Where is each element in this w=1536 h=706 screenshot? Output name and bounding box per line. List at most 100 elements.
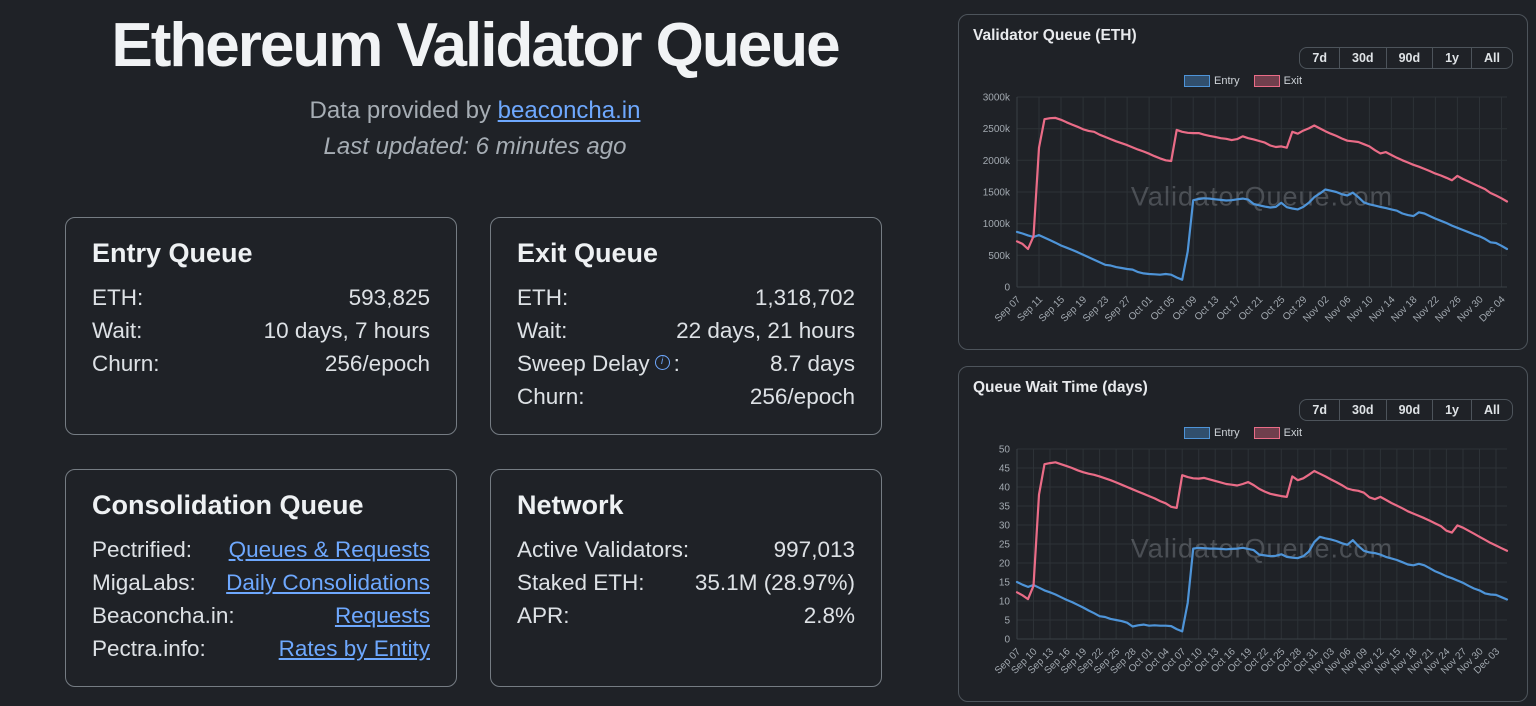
time-range-button-group: 7d 30d 90d 1y All: [1299, 399, 1513, 421]
stat-cards: Entry Queue ETH: 593,825 Wait: 10 days, …: [65, 217, 882, 687]
range-button-90d[interactable]: 90d: [1385, 48, 1433, 68]
link-row: MigaLabs: Daily Consolidations: [92, 566, 430, 599]
stat-label: ETH:: [517, 285, 569, 310]
range-button-30d[interactable]: 30d: [1339, 48, 1386, 68]
data-provider-line: Data provided by beaconcha.in: [0, 97, 950, 125]
range-button-all[interactable]: All: [1471, 400, 1512, 420]
legend-exit[interactable]: Exit: [1253, 427, 1303, 439]
svg-text:2000k: 2000k: [983, 156, 1011, 167]
chart-title: Queue Wait Time (days): [973, 379, 1148, 396]
stat-value: 35.1M (28.97%): [694, 570, 855, 595]
info-icon[interactable]: i: [654, 355, 670, 370]
svg-text:3000k: 3000k: [983, 93, 1011, 104]
stat-label: Sweep Delay i:: [517, 347, 680, 380]
card-title: Network: [517, 490, 624, 520]
stat-value: 22 days, 21 hours: [676, 318, 855, 343]
stat-label: ETH:: [92, 285, 144, 310]
svg-text:500k: 500k: [988, 251, 1011, 262]
range-button-7d[interactable]: 7d: [1300, 48, 1339, 68]
stat-row: ETH: 593,825: [92, 281, 430, 314]
time-range-selector: 7d 30d 90d 1y All: [973, 399, 1513, 421]
daily-consolidations-link[interactable]: Daily Consolidations: [226, 570, 430, 595]
svg-text:25: 25: [999, 540, 1011, 551]
svg-text:2500k: 2500k: [983, 124, 1011, 135]
stat-row: Churn: 256/epoch: [92, 347, 430, 380]
card-title: Entry Queue: [92, 238, 253, 268]
svg-text:5: 5: [1004, 616, 1010, 627]
queues-requests-link[interactable]: Queues & Requests: [228, 537, 430, 562]
entry-queue-card: Entry Queue ETH: 593,825 Wait: 10 days, …: [65, 217, 457, 435]
exit-swatch-icon: [1253, 75, 1280, 87]
svg-text:35: 35: [999, 502, 1011, 513]
svg-text:40: 40: [999, 483, 1011, 494]
exit-swatch-icon: [1253, 427, 1280, 439]
validator-queue-panel: Validator Queue (ETH) 7d 30d 90d 1y All …: [958, 14, 1528, 350]
link-row: Beaconcha.in: Requests: [92, 599, 430, 632]
stat-label: Wait:: [92, 318, 143, 343]
stat-value: 8.7 days: [769, 351, 855, 376]
stat-value: 593,825: [348, 285, 430, 310]
svg-text:ValidatorQueue.com: ValidatorQueue.com: [1131, 533, 1393, 563]
range-button-30d[interactable]: 30d: [1339, 400, 1386, 420]
wait-time-panel: Queue Wait Time (days) 7d 30d 90d 1y All…: [958, 366, 1528, 702]
svg-text:1500k: 1500k: [983, 188, 1011, 199]
stat-value: 10 days, 7 hours: [263, 318, 430, 343]
range-button-1y[interactable]: 1y: [1432, 48, 1471, 68]
stat-row: Wait: 10 days, 7 hours: [92, 314, 430, 347]
chart-legend: Entry Exit: [973, 73, 1513, 89]
legend-label: Exit: [1283, 75, 1303, 87]
legend-label: Entry: [1213, 75, 1240, 87]
legend-entry[interactable]: Entry: [1183, 75, 1240, 87]
legend-entry[interactable]: Entry: [1183, 427, 1240, 439]
stat-row-sweep-delay: Sweep Delay i: 8.7 days: [517, 347, 855, 380]
legend-exit[interactable]: Exit: [1253, 75, 1303, 87]
main-column: Ethereum Validator Queue Data provided b…: [0, 0, 950, 687]
svg-text:1000k: 1000k: [983, 219, 1011, 230]
entry-swatch-icon: [1183, 427, 1210, 439]
legend-label: Exit: [1283, 427, 1303, 439]
svg-text:45: 45: [999, 464, 1011, 475]
stat-value: 256/epoch: [749, 384, 855, 409]
stat-label: Staked ETH:: [517, 570, 645, 595]
range-button-all[interactable]: All: [1471, 48, 1512, 68]
requests-link[interactable]: Requests: [334, 603, 430, 628]
stat-label: Pectrified:: [92, 537, 193, 562]
svg-text:0: 0: [1004, 283, 1010, 294]
chart-title: Validator Queue (ETH): [973, 27, 1137, 44]
svg-text:50: 50: [999, 445, 1011, 456]
entry-swatch-icon: [1183, 75, 1210, 87]
exit-queue-card: Exit Queue ETH: 1,318,702 Wait: 22 days,…: [490, 217, 882, 435]
stat-row: Wait: 22 days, 21 hours: [517, 314, 855, 347]
svg-text:0: 0: [1004, 635, 1010, 646]
stat-row: ETH: 1,318,702: [517, 281, 855, 314]
stat-row: APR: 2.8%: [517, 599, 855, 632]
provided-by-text: Data provided by: [309, 97, 491, 124]
link-row: Pectrified: Queues & Requests: [92, 533, 430, 566]
stat-row: Active Validators: 997,013: [517, 533, 855, 566]
card-title: Exit Queue: [517, 238, 659, 268]
sweep-delay-label: Sweep Delay: [517, 351, 650, 376]
stat-value: 1,318,702: [754, 285, 855, 310]
network-card: Network Active Validators: 997,013 Stake…: [490, 469, 882, 687]
label-colon: :: [673, 351, 680, 376]
stat-value: 2.8%: [803, 603, 855, 628]
chart-legend: Entry Exit: [973, 425, 1513, 441]
stat-label: Wait:: [517, 318, 568, 343]
rates-by-entity-link[interactable]: Rates by Entity: [278, 636, 430, 661]
card-title: Consolidation Queue: [92, 490, 364, 520]
time-range-button-group: 7d 30d 90d 1y All: [1299, 47, 1513, 69]
stat-row: Churn: 256/epoch: [517, 380, 855, 413]
stat-label: Churn:: [92, 351, 160, 376]
range-button-90d[interactable]: 90d: [1385, 400, 1433, 420]
svg-text:10: 10: [999, 597, 1011, 608]
stat-label: Beaconcha.in:: [92, 603, 235, 628]
stat-value: 997,013: [773, 537, 855, 562]
legend-label: Entry: [1213, 427, 1240, 439]
range-button-1y[interactable]: 1y: [1432, 400, 1471, 420]
range-button-7d[interactable]: 7d: [1300, 400, 1339, 420]
svg-text:30: 30: [999, 521, 1011, 532]
link-row: Pectra.info: Rates by Entity: [92, 632, 430, 665]
provider-link[interactable]: beaconcha.in: [497, 97, 641, 124]
